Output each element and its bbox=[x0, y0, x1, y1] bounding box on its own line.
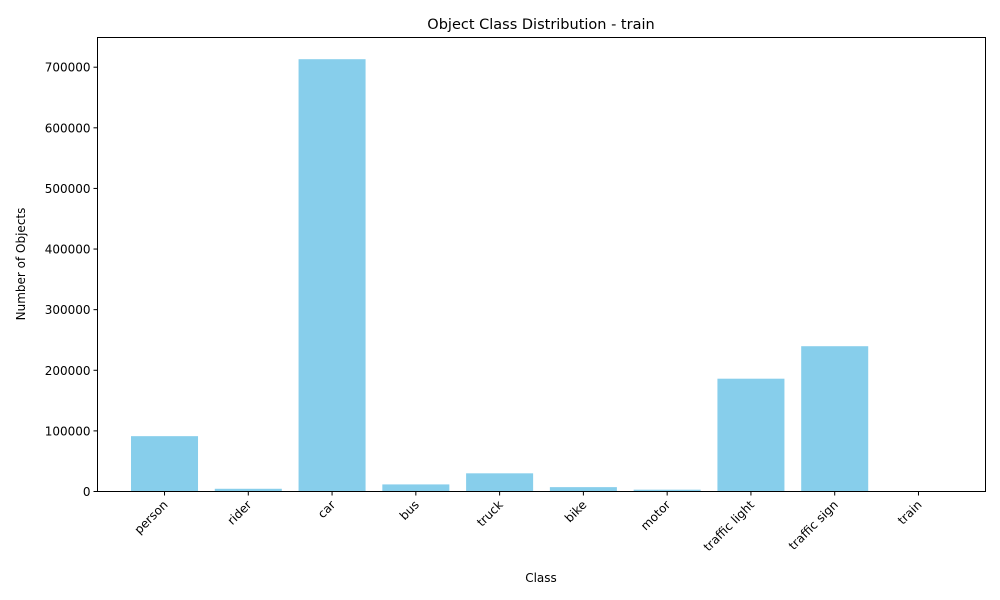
y-tick-label: 500000 bbox=[45, 182, 91, 196]
bar-car bbox=[298, 59, 366, 492]
bar-traffic-sign bbox=[801, 346, 869, 492]
bar-truck bbox=[466, 473, 534, 492]
y-tick-label: 300000 bbox=[45, 303, 91, 317]
y-tick-label: 400000 bbox=[45, 243, 91, 257]
chart-title: Object Class Distribution - train bbox=[427, 17, 654, 33]
bar-rider bbox=[214, 488, 282, 492]
bars-group bbox=[131, 59, 952, 492]
bar-traffic-light bbox=[717, 378, 785, 492]
plot-frame bbox=[97, 37, 986, 492]
y-tick-label: 700000 bbox=[45, 61, 91, 75]
y-tick-label: 100000 bbox=[45, 424, 91, 438]
y-tick-label: 600000 bbox=[45, 121, 91, 135]
bar-person bbox=[131, 436, 199, 492]
y-tick-label: 0 bbox=[83, 485, 91, 499]
bar-bike bbox=[549, 487, 617, 492]
x-axis-label: Class bbox=[525, 571, 557, 585]
y-axis-label: Number of Objects bbox=[14, 208, 28, 321]
y-ticks-group: 0 100000 200000 300000 400000 500000 600000 700… bbox=[45, 61, 98, 499]
y-tick-label: 200000 bbox=[45, 364, 91, 378]
bar-bus bbox=[382, 484, 450, 492]
bar-motor bbox=[633, 489, 701, 492]
